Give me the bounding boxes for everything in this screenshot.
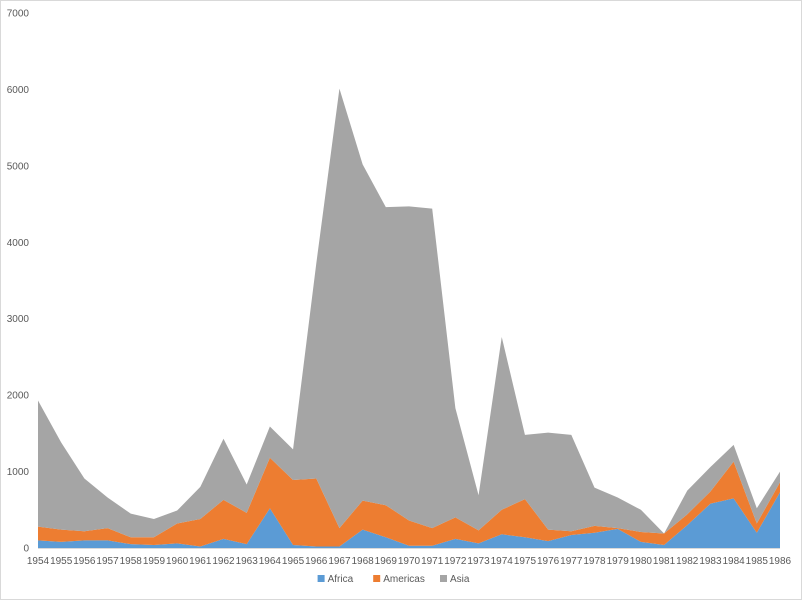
- x-tick-label: 1962: [212, 556, 235, 567]
- x-tick-label: 1983: [699, 556, 722, 567]
- x-tick-label: 1958: [120, 556, 143, 567]
- x-tick-label: 1974: [491, 556, 514, 567]
- y-tick-label: 0: [23, 544, 29, 555]
- area-series-americas: [38, 457, 780, 547]
- legend-label-americas: Americas: [383, 574, 425, 585]
- y-tick-label: 4000: [7, 238, 30, 249]
- legend-swatch-americas: [373, 575, 381, 582]
- x-tick-label: 1975: [514, 556, 537, 567]
- x-tick-label: 1956: [73, 556, 96, 567]
- x-tick-label: 1986: [769, 556, 792, 567]
- legend-swatch-asia: [440, 575, 447, 582]
- x-tick-label: 1964: [259, 556, 282, 567]
- legend: Africa Americas Asia: [317, 574, 470, 585]
- x-axis: 1954 1955 1956 1957 1958 1959 1960 1961 1962 1963…: [27, 548, 792, 567]
- legend-item-americas: Americas: [373, 574, 425, 585]
- x-tick-label: 1972: [444, 556, 467, 567]
- x-tick-label: 1985: [746, 556, 769, 567]
- x-tick-label: 1965: [282, 556, 305, 567]
- series-areas: [38, 88, 780, 548]
- x-tick-label: 1966: [305, 556, 328, 567]
- x-tick-label: 1981: [653, 556, 676, 567]
- x-tick-label: 1967: [328, 556, 351, 567]
- x-tick-label: 1970: [398, 556, 421, 567]
- x-tick-label: 1982: [676, 556, 699, 567]
- x-tick-label: 1955: [50, 556, 73, 567]
- y-tick-label: 6000: [7, 85, 30, 96]
- x-tick-label: 1971: [421, 556, 444, 567]
- x-tick-label: 1979: [607, 556, 630, 567]
- x-tick-label: 1959: [143, 556, 166, 567]
- legend-item-africa: Africa: [317, 574, 354, 585]
- x-tick-label: 1973: [467, 556, 490, 567]
- y-axis: 0 1000 2000 3000 4000 5000 6000 7000: [7, 9, 30, 555]
- legend-label-asia: Asia: [450, 574, 470, 585]
- y-tick-label: 1000: [7, 467, 30, 478]
- x-tick-label: 1960: [166, 556, 189, 567]
- legend-item-asia: Asia: [440, 574, 470, 585]
- x-tick-label: 1977: [560, 556, 583, 567]
- x-tick-label: 1963: [236, 556, 259, 567]
- area-series-asia: [38, 88, 780, 538]
- x-tick-label: 1961: [189, 556, 212, 567]
- y-tick-label: 2000: [7, 391, 30, 402]
- x-tick-label: 1957: [96, 556, 119, 567]
- x-tick-label: 1976: [537, 556, 560, 567]
- y-tick-label: 3000: [7, 314, 30, 325]
- x-tick-label: 1978: [583, 556, 606, 567]
- x-tick-label: 1969: [375, 556, 398, 567]
- y-tick-label: 5000: [7, 161, 30, 172]
- legend-label-africa: Africa: [328, 574, 354, 585]
- y-tick-label: 7000: [7, 9, 30, 20]
- area-series-africa: [38, 492, 780, 548]
- x-tick-label: 1954: [27, 556, 50, 567]
- x-tick-label: 1968: [352, 556, 375, 567]
- legend-swatch-africa: [317, 575, 325, 582]
- x-tick-label: 1980: [630, 556, 653, 567]
- x-tick-label: 1984: [723, 556, 746, 567]
